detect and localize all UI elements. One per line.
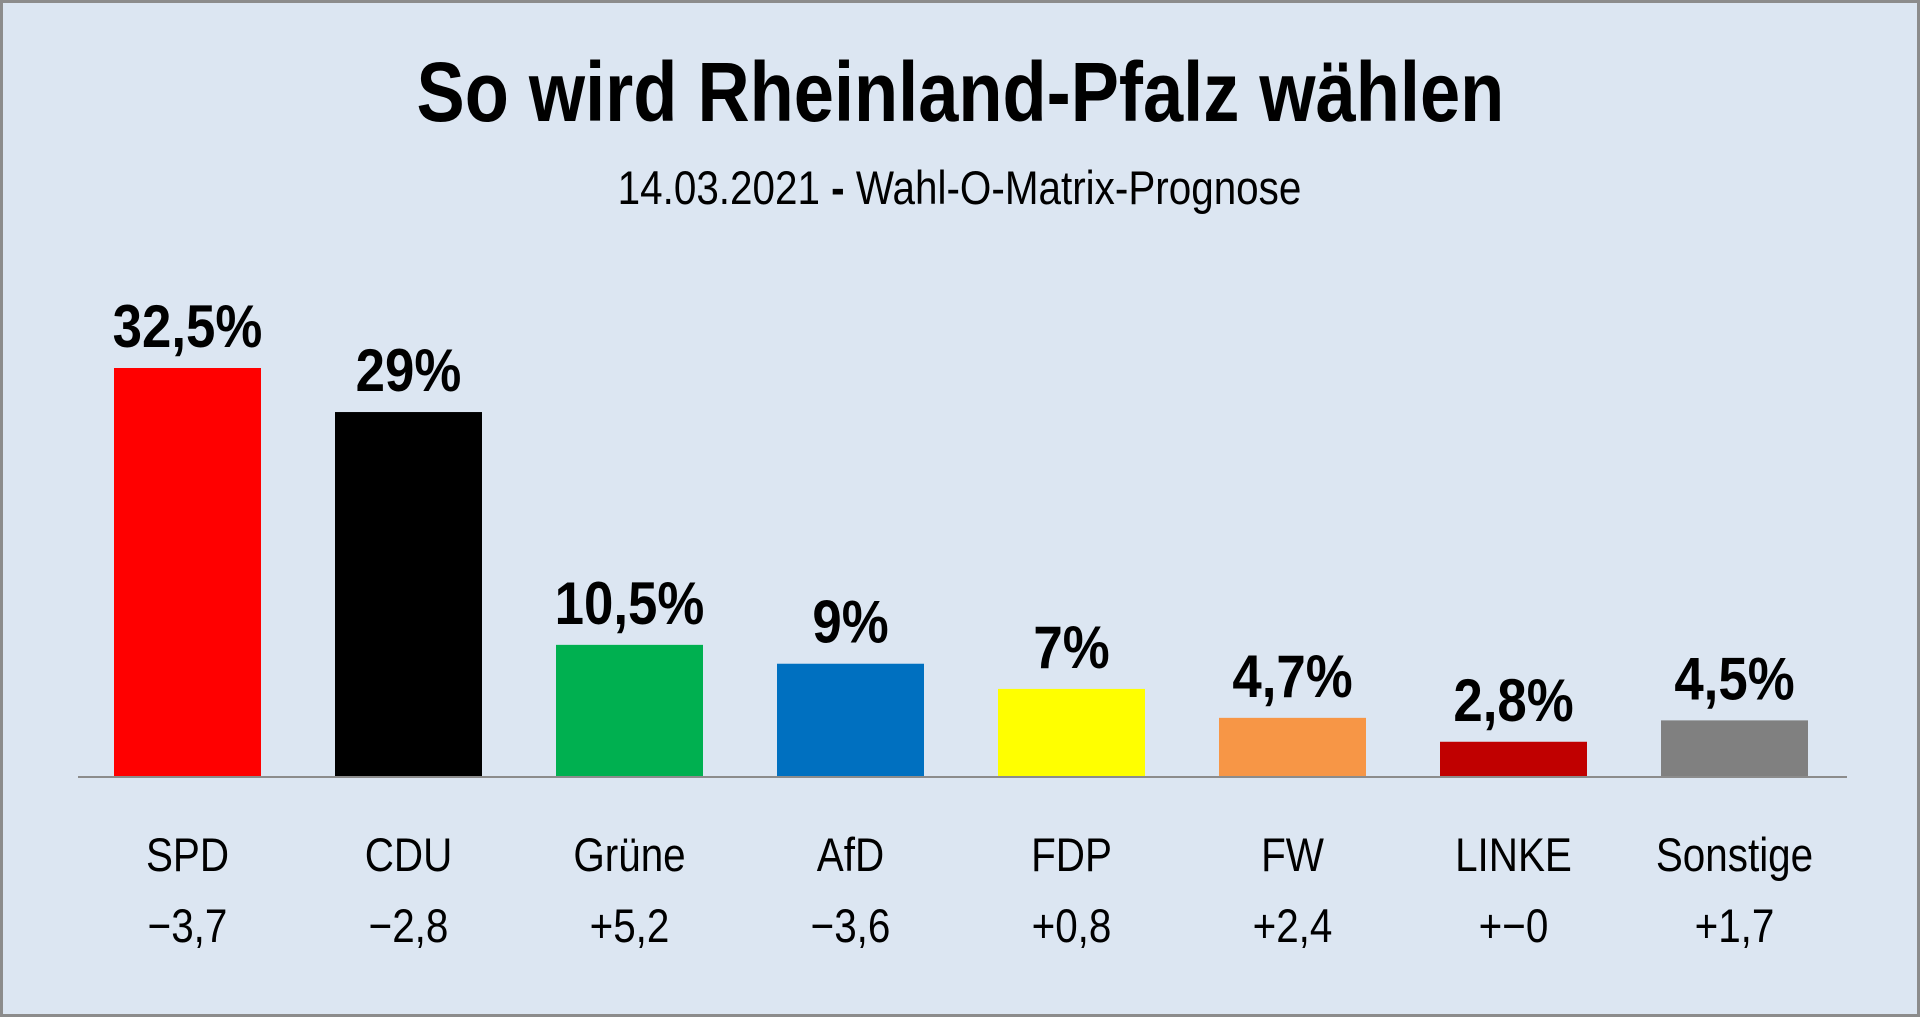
labels-group: 32,5% SPD −3,7 29% CDU −2,8 10,5% Grüne +5,2 9% Af… (113, 293, 1813, 953)
value-label-cdu: 29% (356, 337, 462, 404)
category-label-spd: SPD (146, 829, 229, 882)
subtitle-text: Wahl-O-Matrix-Prognose (856, 161, 1302, 214)
bar-fw (1219, 717, 1366, 777)
value-label-spd: 32,5% (113, 293, 263, 360)
category-label-sonstige: Sonstige (1656, 829, 1813, 882)
change-label-linke: +−0 (1479, 900, 1549, 953)
chart-subtitle-inner: 14.03.2021 - Wahl-O-Matrix-Prognose (618, 158, 1302, 218)
subtitle-separator: - (831, 161, 846, 214)
category-label-gruene: Grüne (573, 829, 685, 882)
change-label-spd: −3,7 (148, 900, 228, 953)
value-label-fdp: 7% (1033, 614, 1109, 681)
bar-spd (114, 368, 261, 777)
change-label-afd: −3,6 (811, 900, 891, 953)
bar-cdu (335, 412, 482, 777)
bar-afd (777, 663, 924, 777)
category-label-fdp: FDP (1031, 829, 1112, 882)
change-label-fw: +2,4 (1253, 900, 1333, 953)
category-label-afd: AfD (817, 829, 884, 882)
category-label-linke: LINKE (1455, 829, 1572, 882)
chart-title-text: So wird Rheinland-Pfalz wählen (416, 45, 1504, 139)
change-label-fdp: +0,8 (1032, 900, 1112, 953)
bar-fdp (998, 688, 1145, 777)
chart-subtitle: 14.03.2021 - Wahl-O-Matrix-Prognose (0, 158, 1920, 218)
category-label-cdu: CDU (365, 829, 453, 882)
change-label-cdu: −2,8 (369, 900, 449, 953)
value-label-afd: 9% (812, 589, 888, 656)
bar-gruene (556, 644, 703, 777)
subtitle-date: 14.03.2021 (618, 161, 821, 214)
value-label-linke: 2,8% (1453, 667, 1573, 734)
value-label-sonstige: 4,5% (1674, 645, 1794, 712)
bar-sonstige (1661, 720, 1808, 777)
chart-title: So wird Rheinland-Pfalz wählen (0, 42, 1920, 142)
value-label-gruene: 10,5% (555, 570, 705, 637)
change-label-gruene: +5,2 (590, 900, 670, 953)
bars-group (114, 368, 1808, 777)
bar-linke (1440, 741, 1587, 777)
value-label-fw: 4,7% (1232, 643, 1352, 710)
change-label-sonstige: +1,7 (1695, 900, 1775, 953)
category-label-fw: FW (1261, 829, 1324, 882)
